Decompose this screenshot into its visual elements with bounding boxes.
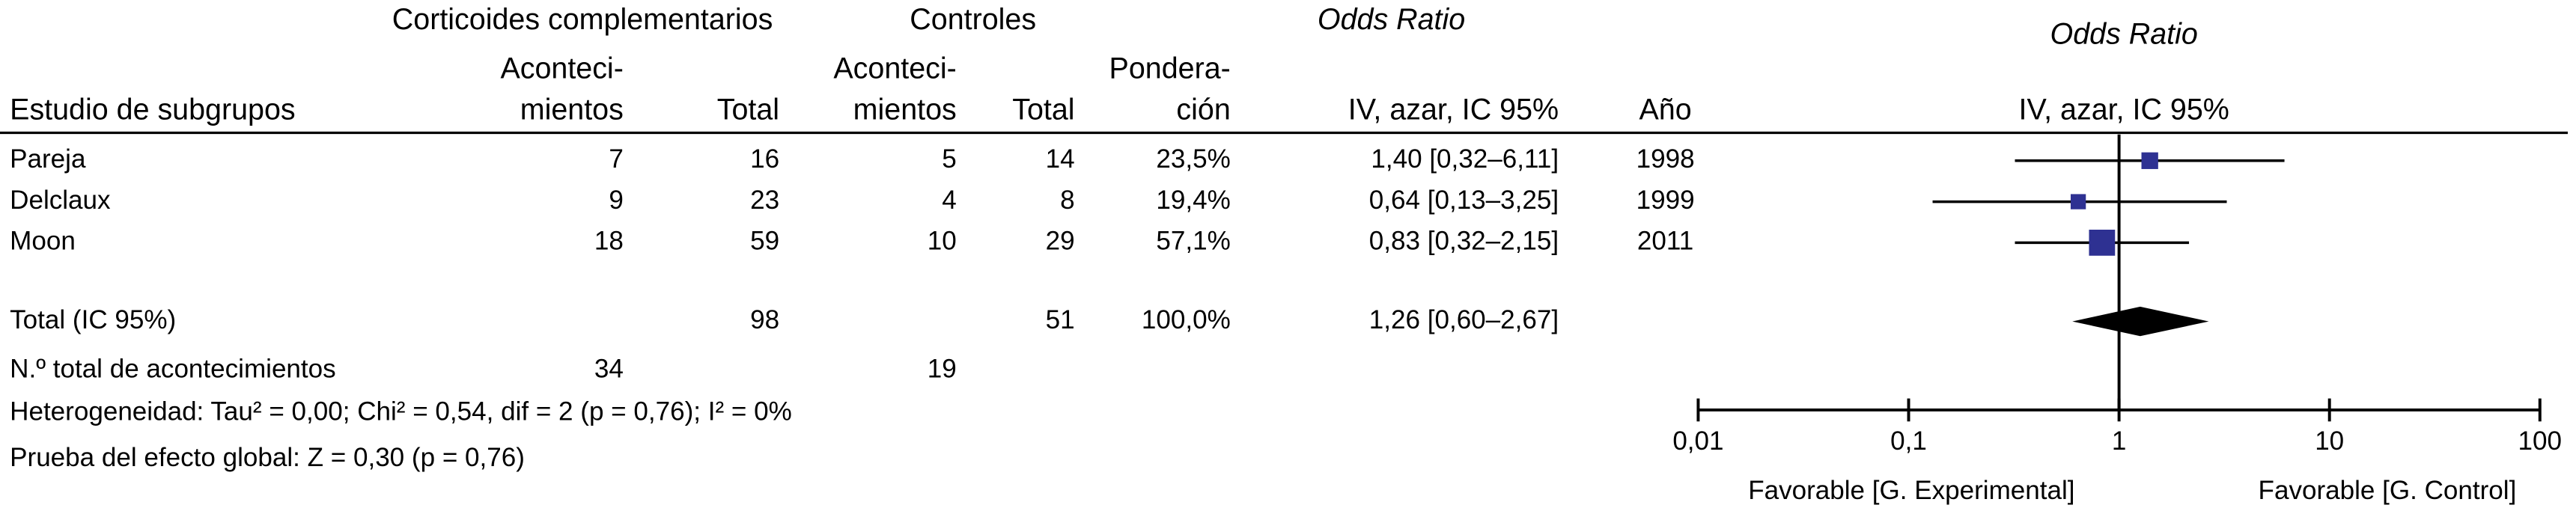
x-tick-label: 0,1: [1890, 426, 1927, 456]
column-header: Pondera-: [1109, 52, 1231, 85]
column-header: Año: [1639, 93, 1692, 126]
column-header: Estudio de subgrupos: [10, 93, 296, 126]
study-name: Pareja: [10, 144, 86, 174]
group-header: Controles: [910, 3, 1036, 36]
overall-effect: Prueba del efecto global: Z = 0,30 (p = …: [10, 443, 525, 472]
weight: 19,4%: [1156, 186, 1230, 215]
column-header: Aconteci-: [500, 52, 623, 85]
odds-ratio: 1,40 [0,32–6,11]: [1371, 144, 1559, 174]
group-header: Corticoides complementarios: [392, 3, 773, 36]
weight: 57,1%: [1156, 227, 1230, 256]
x-tick-label: 0,01: [1672, 426, 1723, 456]
events-exp: 18: [594, 227, 624, 256]
total-events-ctl: 19: [928, 355, 957, 384]
total-ctl: 14: [1046, 144, 1075, 174]
side-label: Favorable [G. Control]: [2259, 476, 2517, 505]
side-label: Favorable [G. Experimental]: [1748, 476, 2074, 505]
x-tick-label: 1: [2112, 426, 2127, 456]
total-weight: 100,0%: [1142, 305, 1231, 334]
x-tick-label: 100: [2518, 426, 2562, 456]
pooled-estimate: [2072, 306, 2209, 337]
total-exp: 23: [750, 186, 779, 215]
heterogeneity: Heterogeneidad: Tau² = 0,00; Chi² = 0,54…: [10, 397, 792, 426]
year: 1998: [1636, 144, 1695, 174]
total-odds-ratio: 1,26 [0,60–2,67]: [1369, 305, 1559, 334]
total-ctl: 8: [1060, 186, 1074, 215]
total-exp: 59: [750, 227, 779, 256]
events-ctl: 10: [928, 227, 957, 256]
weight: 23,5%: [1156, 144, 1230, 174]
column-header: Total: [717, 93, 779, 126]
events-exp: 7: [609, 144, 624, 174]
column-header: IV, azar, IC 95%: [1348, 93, 1559, 126]
group-header: Odds Ratio: [1318, 3, 1465, 36]
total-ctl: 29: [1046, 227, 1075, 256]
column-header: Aconteci-: [833, 52, 956, 85]
column-header: mientos: [853, 93, 957, 126]
total-events-exp: 34: [594, 355, 624, 384]
total-exp: 16: [750, 144, 779, 174]
year: 2011: [1637, 227, 1693, 256]
total-events-name: N.º total de acontecimientos: [10, 355, 336, 384]
events-ctl: 5: [942, 144, 956, 174]
events-exp: 9: [609, 186, 624, 215]
column-header: ción: [1176, 93, 1230, 126]
study-name: Delclaux: [10, 186, 111, 215]
odds-ratio: 0,83 [0,32–2,15]: [1369, 227, 1559, 256]
events-ctl: 4: [942, 186, 956, 215]
x-tick-label: 10: [2315, 426, 2344, 456]
column-header: mientos: [520, 93, 624, 126]
odds-ratio: 0,64 [0,13–3,25]: [1369, 186, 1559, 215]
plot-subtitle: IV, azar, IC 95%: [2019, 93, 2229, 126]
study-name: Moon: [10, 227, 76, 256]
total-exp: 98: [750, 305, 779, 334]
total-name: Total (IC 95%): [10, 305, 176, 334]
column-header: Total: [1012, 93, 1074, 126]
year: 1999: [1636, 186, 1695, 215]
total-ctl: 51: [1046, 305, 1075, 334]
study-estimate: [2089, 229, 2116, 256]
study-estimate: [2070, 194, 2086, 209]
plot-title: Odds Ratio: [2050, 18, 2198, 51]
study-estimate: [2141, 152, 2158, 169]
